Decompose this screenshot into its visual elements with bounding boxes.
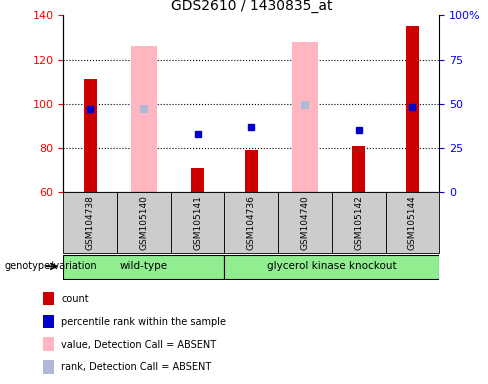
Text: GSM105141: GSM105141 bbox=[193, 195, 202, 250]
Bar bbox=[332, 192, 386, 253]
Bar bbox=[43, 360, 54, 374]
Bar bbox=[43, 314, 54, 328]
Bar bbox=[171, 192, 224, 253]
Text: GSM104740: GSM104740 bbox=[301, 195, 309, 250]
Text: GSM105144: GSM105144 bbox=[408, 195, 417, 250]
Bar bbox=[224, 192, 278, 253]
Text: genotype/variation: genotype/variation bbox=[5, 262, 98, 271]
Bar bbox=[244, 150, 258, 192]
Bar bbox=[352, 146, 366, 192]
Text: glycerol kinase knockout: glycerol kinase knockout bbox=[267, 262, 397, 271]
Text: GSM105142: GSM105142 bbox=[354, 195, 363, 250]
Bar bbox=[292, 42, 318, 192]
Bar bbox=[191, 168, 204, 192]
Bar bbox=[43, 292, 54, 305]
Text: wild-type: wild-type bbox=[120, 262, 168, 271]
Bar bbox=[83, 79, 97, 192]
Text: value, Detection Call = ABSENT: value, Detection Call = ABSENT bbox=[61, 339, 216, 349]
Bar bbox=[278, 192, 332, 253]
Bar bbox=[63, 192, 117, 253]
Bar bbox=[117, 192, 171, 253]
Text: GSM105140: GSM105140 bbox=[140, 195, 148, 250]
Text: GSM104738: GSM104738 bbox=[86, 195, 95, 250]
Text: count: count bbox=[61, 294, 89, 304]
Title: GDS2610 / 1430835_at: GDS2610 / 1430835_at bbox=[171, 0, 332, 13]
Bar bbox=[131, 46, 157, 192]
Bar bbox=[224, 255, 439, 279]
Text: percentile rank within the sample: percentile rank within the sample bbox=[61, 317, 226, 327]
Bar bbox=[63, 255, 224, 279]
Text: GSM104736: GSM104736 bbox=[247, 195, 256, 250]
Text: rank, Detection Call = ABSENT: rank, Detection Call = ABSENT bbox=[61, 362, 211, 372]
Bar bbox=[386, 192, 439, 253]
Bar bbox=[43, 338, 54, 351]
Bar bbox=[406, 26, 419, 192]
